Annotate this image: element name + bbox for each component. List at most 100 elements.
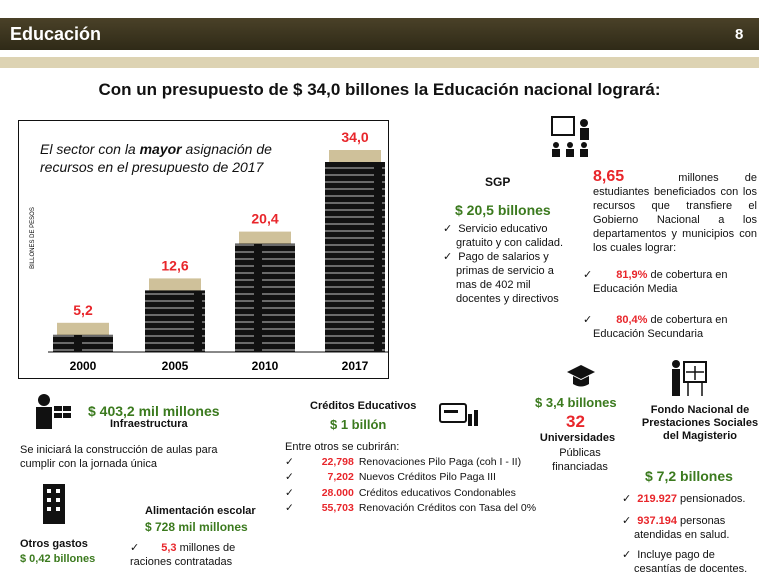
- other-title: Otros gastos: [20, 538, 88, 550]
- fomag-list: 219.927 pensionados. 937.194 personas ate…: [622, 492, 758, 576]
- item-text: Incluye pago de cesantías de docentes.: [634, 549, 748, 575]
- check: [285, 471, 300, 483]
- sgp-item: Pago de salarios y primas de servicio a …: [443, 250, 573, 306]
- y-axis-label: BILLONES DE PESOS: [30, 207, 36, 269]
- students-item: 80,4% de cobertura en Educación Secundar…: [583, 313, 757, 341]
- item-text: Créditos educativos Condonables: [358, 486, 516, 499]
- icon-part: [573, 376, 589, 387]
- icon-part: [581, 142, 587, 148]
- item-text: Renovación Créditos con Tasa del 0%: [358, 501, 537, 514]
- chart-title: El sector con la mayor asignación de rec…: [40, 140, 310, 176]
- item-text: Renovaciones Pilo Paga (coh I - II): [358, 456, 522, 468]
- header-title: Educación: [10, 24, 102, 44]
- item-text: pensionados.: [680, 493, 746, 505]
- sgp-amount: $ 20,5 billones: [455, 202, 551, 218]
- icon-part: [672, 369, 680, 396]
- band: [0, 57, 759, 68]
- data-label: 12,6: [161, 257, 188, 273]
- students-item: 81,9% de cobertura en Educación Media: [583, 268, 757, 296]
- headline: Con un presupuesto de $ 34,0 billones la…: [0, 80, 759, 100]
- item-value: 80,4%: [616, 314, 648, 326]
- fomag-item: Incluye pago de cesantías de docentes.: [622, 548, 758, 576]
- x-tick-label: 2005: [162, 359, 189, 373]
- food-title: Alimentación escolar: [145, 505, 256, 517]
- item-value: 22,798: [321, 456, 354, 468]
- item-value: 81,9%: [616, 269, 648, 281]
- icon-card: [439, 403, 478, 426]
- icon-graduation: [567, 365, 595, 387]
- icon-part: [468, 414, 472, 426]
- sgp-list: Servicio educativo gratuito y con calida…: [443, 222, 573, 306]
- icon-part: [567, 365, 595, 379]
- icon-part: [63, 406, 71, 411]
- infra-text: Se iniciará la construcción de aulas par…: [20, 444, 218, 470]
- icon-part: [36, 407, 52, 429]
- students-text: millones de estudiantes beneficiados con…: [593, 172, 757, 254]
- headline-part: $ 34,0: [293, 80, 341, 99]
- x-tick-label: 2010: [252, 359, 279, 373]
- icon-part: [47, 489, 60, 511]
- icon-building: [43, 484, 65, 524]
- item-value: 937.194: [637, 515, 677, 527]
- universities-amount: $ 3,4 billones: [535, 395, 617, 410]
- fomag-item: 219.927 pensionados.: [622, 492, 758, 506]
- students-number: 8,65: [593, 168, 625, 185]
- icon-part: [38, 394, 50, 406]
- item-value: 7,202: [327, 471, 354, 484]
- data-label: 20,4: [251, 211, 278, 227]
- students: 8,65 millones de estudiantes beneficiado…: [593, 168, 757, 255]
- x-tick-label: 2000: [70, 359, 97, 373]
- icon-part: [43, 484, 65, 524]
- icon-part: [439, 403, 467, 423]
- icon-part: [567, 142, 573, 148]
- check: [285, 502, 300, 514]
- icon-worker: [36, 394, 71, 429]
- icon-part: [683, 361, 707, 383]
- bar: [53, 334, 113, 352]
- check: [285, 456, 300, 468]
- icon-part: [54, 406, 62, 411]
- icon-teacher-board: [672, 360, 707, 396]
- headline-part: la Educación nacional logrará:: [413, 80, 661, 99]
- icon-part: [551, 116, 575, 136]
- headline-part: Con un presupuesto de: [98, 80, 289, 99]
- item-value: 28.000: [321, 486, 354, 499]
- universities-number: 32: [566, 412, 585, 431]
- item-text: Nuevos Créditos Pilo Paga III: [358, 471, 496, 484]
- bar: [325, 162, 385, 352]
- icon-part: [580, 128, 589, 140]
- credits-item: 22,798 Renovaciones Pilo Paga (coh I - II…: [285, 455, 536, 470]
- item-text: millones de raciones contratadas: [130, 542, 236, 568]
- credits-item: 55,703 Renovación Créditos con Tasa del 0…: [285, 501, 536, 516]
- credits-title: Créditos Educativos: [310, 400, 417, 412]
- data-label: 5,2: [73, 302, 93, 318]
- icon-part: [553, 142, 559, 148]
- sgp-title: SGP: [485, 175, 511, 189]
- chart-title-part: asignación de recursos en el presupuesto…: [40, 141, 272, 175]
- fomag-title: Fondo Nacional de Prestaciones Sociales …: [641, 404, 759, 442]
- icon-part: [474, 410, 478, 426]
- bar: [145, 290, 205, 352]
- check: [622, 549, 637, 561]
- item-text: personas atendidas en salud.: [634, 515, 730, 541]
- credits-item: 28.000 Créditos educativos Condonables: [285, 486, 536, 501]
- x-tick-label: 2017: [342, 359, 369, 373]
- food-amount: $ 728 mil millones: [145, 520, 248, 534]
- check: [622, 515, 637, 527]
- infra-amount: $ 403,2 mil millones: [88, 403, 220, 419]
- page-number: 8: [735, 26, 744, 43]
- icon-part: [566, 149, 574, 157]
- bar: [235, 243, 295, 352]
- infra-title: Infraestructura: [110, 418, 188, 430]
- item-text: de cobertura en Educación Media: [593, 269, 728, 295]
- other-amount: $ 0,42 billones: [20, 553, 96, 565]
- universities-title: Universidades: [539, 432, 616, 444]
- icon-part: [444, 410, 458, 413]
- item-value: 5,3: [161, 542, 177, 554]
- data-label: 34,0: [341, 129, 368, 145]
- icon-part: [54, 413, 62, 418]
- credits-amount: $ 1 billón: [330, 417, 387, 432]
- icon-part: [580, 149, 588, 157]
- icon-part: [672, 360, 680, 368]
